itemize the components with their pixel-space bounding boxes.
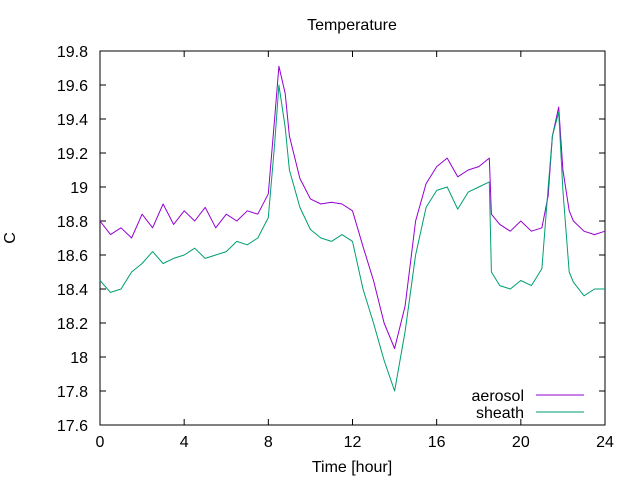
y-tick-label: 17.8 bbox=[57, 384, 88, 401]
series-group bbox=[99, 65, 606, 392]
y-tick-label: 19.6 bbox=[57, 78, 88, 95]
legend-label-aerosol: aerosol bbox=[472, 388, 524, 405]
x-tick-label: 0 bbox=[96, 434, 105, 451]
y-tick-label: 19 bbox=[70, 180, 88, 197]
y-axis-label: C bbox=[2, 232, 19, 244]
x-tick-label: 4 bbox=[180, 434, 189, 451]
legend-label-sheath: sheath bbox=[476, 405, 524, 422]
plot-border bbox=[99, 50, 606, 426]
y-tick-label: 19.8 bbox=[57, 44, 88, 61]
y-tick-label: 18.4 bbox=[57, 282, 88, 299]
series-line-aerosol bbox=[99, 65, 606, 349]
y-axis: 17.6 17.8 18 18.2 18.4 18.6 18.8 19 19.2 19.4 19.6… bbox=[57, 44, 605, 435]
series-line-sheath bbox=[99, 84, 605, 392]
y-tick-label: 17.6 bbox=[57, 418, 88, 435]
x-axis-label: Time [hour] bbox=[312, 459, 392, 476]
y-tick-label: 18.8 bbox=[57, 214, 88, 231]
y-tick-label: 18.2 bbox=[57, 316, 88, 333]
x-axis: 0 4 8 12 16 20 24 bbox=[96, 51, 614, 451]
y-tick-label: 19.2 bbox=[57, 146, 88, 163]
y-tick-label: 18 bbox=[70, 350, 88, 367]
x-tick-label: 24 bbox=[596, 434, 614, 451]
x-tick-label: 20 bbox=[512, 434, 530, 451]
chart-title: Temperature bbox=[307, 17, 397, 34]
x-tick-label: 16 bbox=[428, 434, 446, 451]
x-tick-label: 12 bbox=[344, 434, 362, 451]
y-tick-label: 18.6 bbox=[57, 248, 88, 265]
x-tick-label: 8 bbox=[264, 434, 273, 451]
y-tick-label: 19.4 bbox=[57, 112, 88, 129]
